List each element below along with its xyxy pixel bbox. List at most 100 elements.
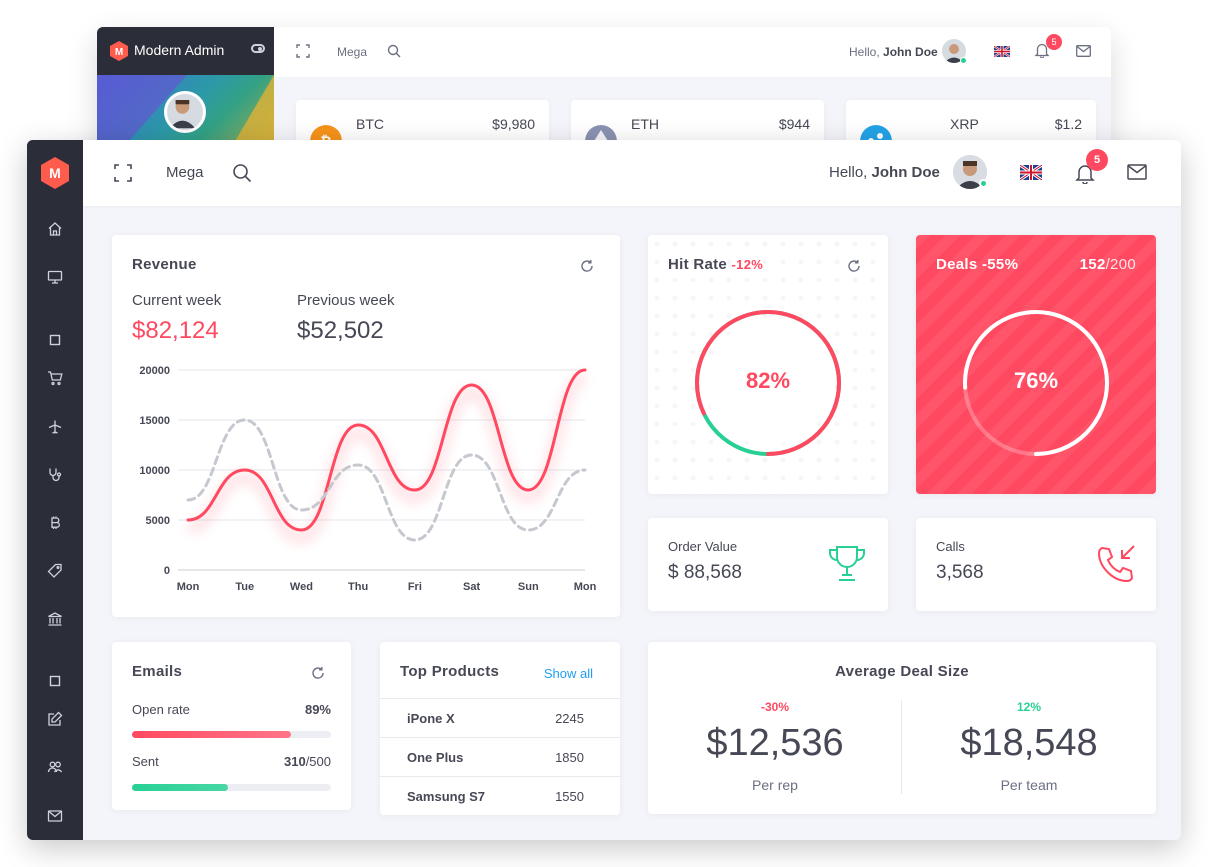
back-greeting[interactable]: Hello, John Doe bbox=[849, 45, 938, 59]
sidebar-item-mail[interactable] bbox=[27, 801, 83, 831]
sidebar-toggle-icon[interactable] bbox=[251, 44, 265, 53]
open-rate-progress bbox=[132, 731, 331, 738]
sidebar-item-users[interactable] bbox=[27, 752, 83, 782]
sent-total: /500 bbox=[305, 754, 331, 769]
refresh-icon[interactable] bbox=[311, 666, 325, 680]
back-mega-menu[interactable]: Mega bbox=[337, 45, 368, 59]
calls-label: Calls bbox=[936, 539, 965, 554]
sent-progress bbox=[132, 784, 331, 791]
x-tick-label: Thu bbox=[348, 581, 368, 593]
top-products-card: Top Products Show all iPone X 2245 One P… bbox=[380, 642, 620, 815]
series-glow bbox=[187, 373, 587, 544]
card-title: Deals -55% bbox=[936, 256, 1018, 273]
emails-card: Emails Open rate 89% Sent 310/500 bbox=[112, 642, 351, 810]
uk-flag-icon[interactable] bbox=[994, 46, 1010, 57]
tag-icon bbox=[47, 563, 62, 578]
coin-symbol: BTC bbox=[356, 116, 384, 132]
search-icon[interactable] bbox=[232, 163, 252, 183]
sent-value: 310/500 bbox=[284, 754, 331, 769]
hit-rate-change: -12% bbox=[731, 257, 764, 272]
x-tick-label: Fri bbox=[408, 581, 422, 593]
greeting-prefix: Hello, bbox=[849, 45, 880, 59]
sidebar-item-square[interactable] bbox=[27, 325, 83, 355]
x-tick-label: Wed bbox=[290, 581, 313, 593]
user-name: John Doe bbox=[883, 45, 938, 59]
back-profile-avatar[interactable] bbox=[164, 91, 206, 133]
sidebar-item-square-2[interactable] bbox=[27, 666, 83, 696]
dashboard-window: M bbox=[27, 140, 1181, 840]
back-brand-bar: M Modern Admin bbox=[97, 27, 274, 75]
sidebar-item-tags[interactable] bbox=[27, 556, 83, 586]
y-tick-label: 10000 bbox=[139, 465, 170, 477]
product-name: Samsung S7 bbox=[407, 789, 486, 804]
card-title: Emails bbox=[132, 663, 183, 680]
sidebar-item-edit[interactable] bbox=[27, 704, 83, 734]
x-tick-label: Sat bbox=[463, 581, 480, 593]
user-greeting[interactable]: Hello, John Doe bbox=[829, 164, 940, 181]
square-icon bbox=[49, 675, 61, 687]
deals-count: 152/200 bbox=[1080, 256, 1136, 273]
user-name: John Doe bbox=[871, 164, 940, 181]
online-status-dot bbox=[960, 57, 967, 64]
sidebar-item-health[interactable] bbox=[27, 460, 83, 490]
ring-inner bbox=[706, 321, 830, 445]
sidebar-item-crypto[interactable] bbox=[27, 508, 83, 538]
current-week-label: Current week bbox=[132, 292, 222, 309]
mega-menu[interactable]: Mega bbox=[166, 164, 204, 181]
y-tick-label: 5000 bbox=[146, 515, 170, 527]
uk-flag-icon[interactable] bbox=[1020, 165, 1042, 180]
column-divider bbox=[901, 700, 902, 794]
sidebar-item-display[interactable] bbox=[27, 262, 83, 292]
brand[interactable]: M bbox=[27, 140, 83, 206]
topbar: Mega Hello, John Doe 5 bbox=[83, 140, 1181, 206]
refresh-icon[interactable] bbox=[847, 259, 861, 273]
expand-icon[interactable] bbox=[113, 163, 133, 183]
online-status-dot bbox=[979, 179, 988, 188]
sidebar: M bbox=[27, 140, 83, 840]
notification-badge: 5 bbox=[1086, 149, 1108, 171]
revenue-line-chart: 0 5000 10000 15000 20000 Mon Tue Wed Thu Fri Sat Su… bbox=[139, 365, 596, 593]
average-deal-size-card: Average Deal Size -30% $12,536 Per rep 1… bbox=[648, 642, 1156, 814]
show-all-link[interactable]: Show all bbox=[543, 666, 593, 681]
per-rep-column: -30% $12,536 Per rep bbox=[648, 642, 902, 812]
edit-icon bbox=[48, 711, 63, 726]
card-title: Top Products bbox=[400, 663, 500, 680]
coin-price: $1.2 bbox=[1054, 116, 1082, 132]
y-tick-label: 15000 bbox=[139, 415, 170, 427]
mail-icon[interactable] bbox=[1127, 164, 1147, 180]
product-value: 2245 bbox=[555, 711, 584, 726]
background-dashboard-window: M Modern Admin Mega Hello, John Doe 5 ₿ … bbox=[97, 27, 1111, 177]
product-row[interactable]: One Plus 1850 bbox=[380, 737, 620, 776]
sidebar-item-bank[interactable] bbox=[27, 604, 83, 634]
coin-price: $944 bbox=[778, 116, 810, 132]
current-week-line bbox=[186, 368, 587, 532]
order-value-label: Order Value bbox=[668, 539, 738, 554]
notification-badge: 5 bbox=[1046, 34, 1062, 50]
brand-logo-icon: M bbox=[41, 157, 69, 189]
sidebar-item-travel[interactable] bbox=[27, 412, 83, 442]
open-rate-value: 89% bbox=[304, 702, 331, 717]
product-row[interactable]: iPone X 2245 bbox=[380, 698, 620, 737]
search-icon[interactable] bbox=[387, 44, 401, 58]
bell-icon[interactable] bbox=[1034, 42, 1050, 58]
deals-count-value: 152 bbox=[1079, 256, 1106, 273]
per-team-label: Per team bbox=[1000, 777, 1058, 793]
y-tick-label: 0 bbox=[164, 565, 170, 577]
card-title: Revenue bbox=[132, 256, 197, 273]
card-title: Average Deal Size bbox=[835, 663, 969, 680]
per-team-change: 12% bbox=[1016, 700, 1042, 714]
expand-icon[interactable] bbox=[296, 44, 310, 58]
deals-change: -55% bbox=[982, 256, 1019, 273]
person-icon bbox=[944, 44, 964, 63]
mail-icon[interactable] bbox=[1076, 45, 1091, 57]
sidebar-item-home[interactable] bbox=[27, 214, 83, 244]
product-row[interactable]: Samsung S7 1550 bbox=[380, 776, 620, 815]
product-value: 1850 bbox=[555, 750, 584, 765]
deals-card: Deals -55% 152/200 76% bbox=[916, 235, 1156, 494]
calls-value: 3,568 bbox=[936, 562, 984, 583]
card-title: Hit Rate -12% bbox=[668, 256, 763, 273]
x-tick-label: Mon bbox=[177, 581, 200, 593]
sidebar-item-shop[interactable] bbox=[27, 363, 83, 393]
refresh-icon[interactable] bbox=[580, 259, 594, 273]
revenue-card: Revenue Current week $82,124 Previous we… bbox=[112, 235, 620, 617]
